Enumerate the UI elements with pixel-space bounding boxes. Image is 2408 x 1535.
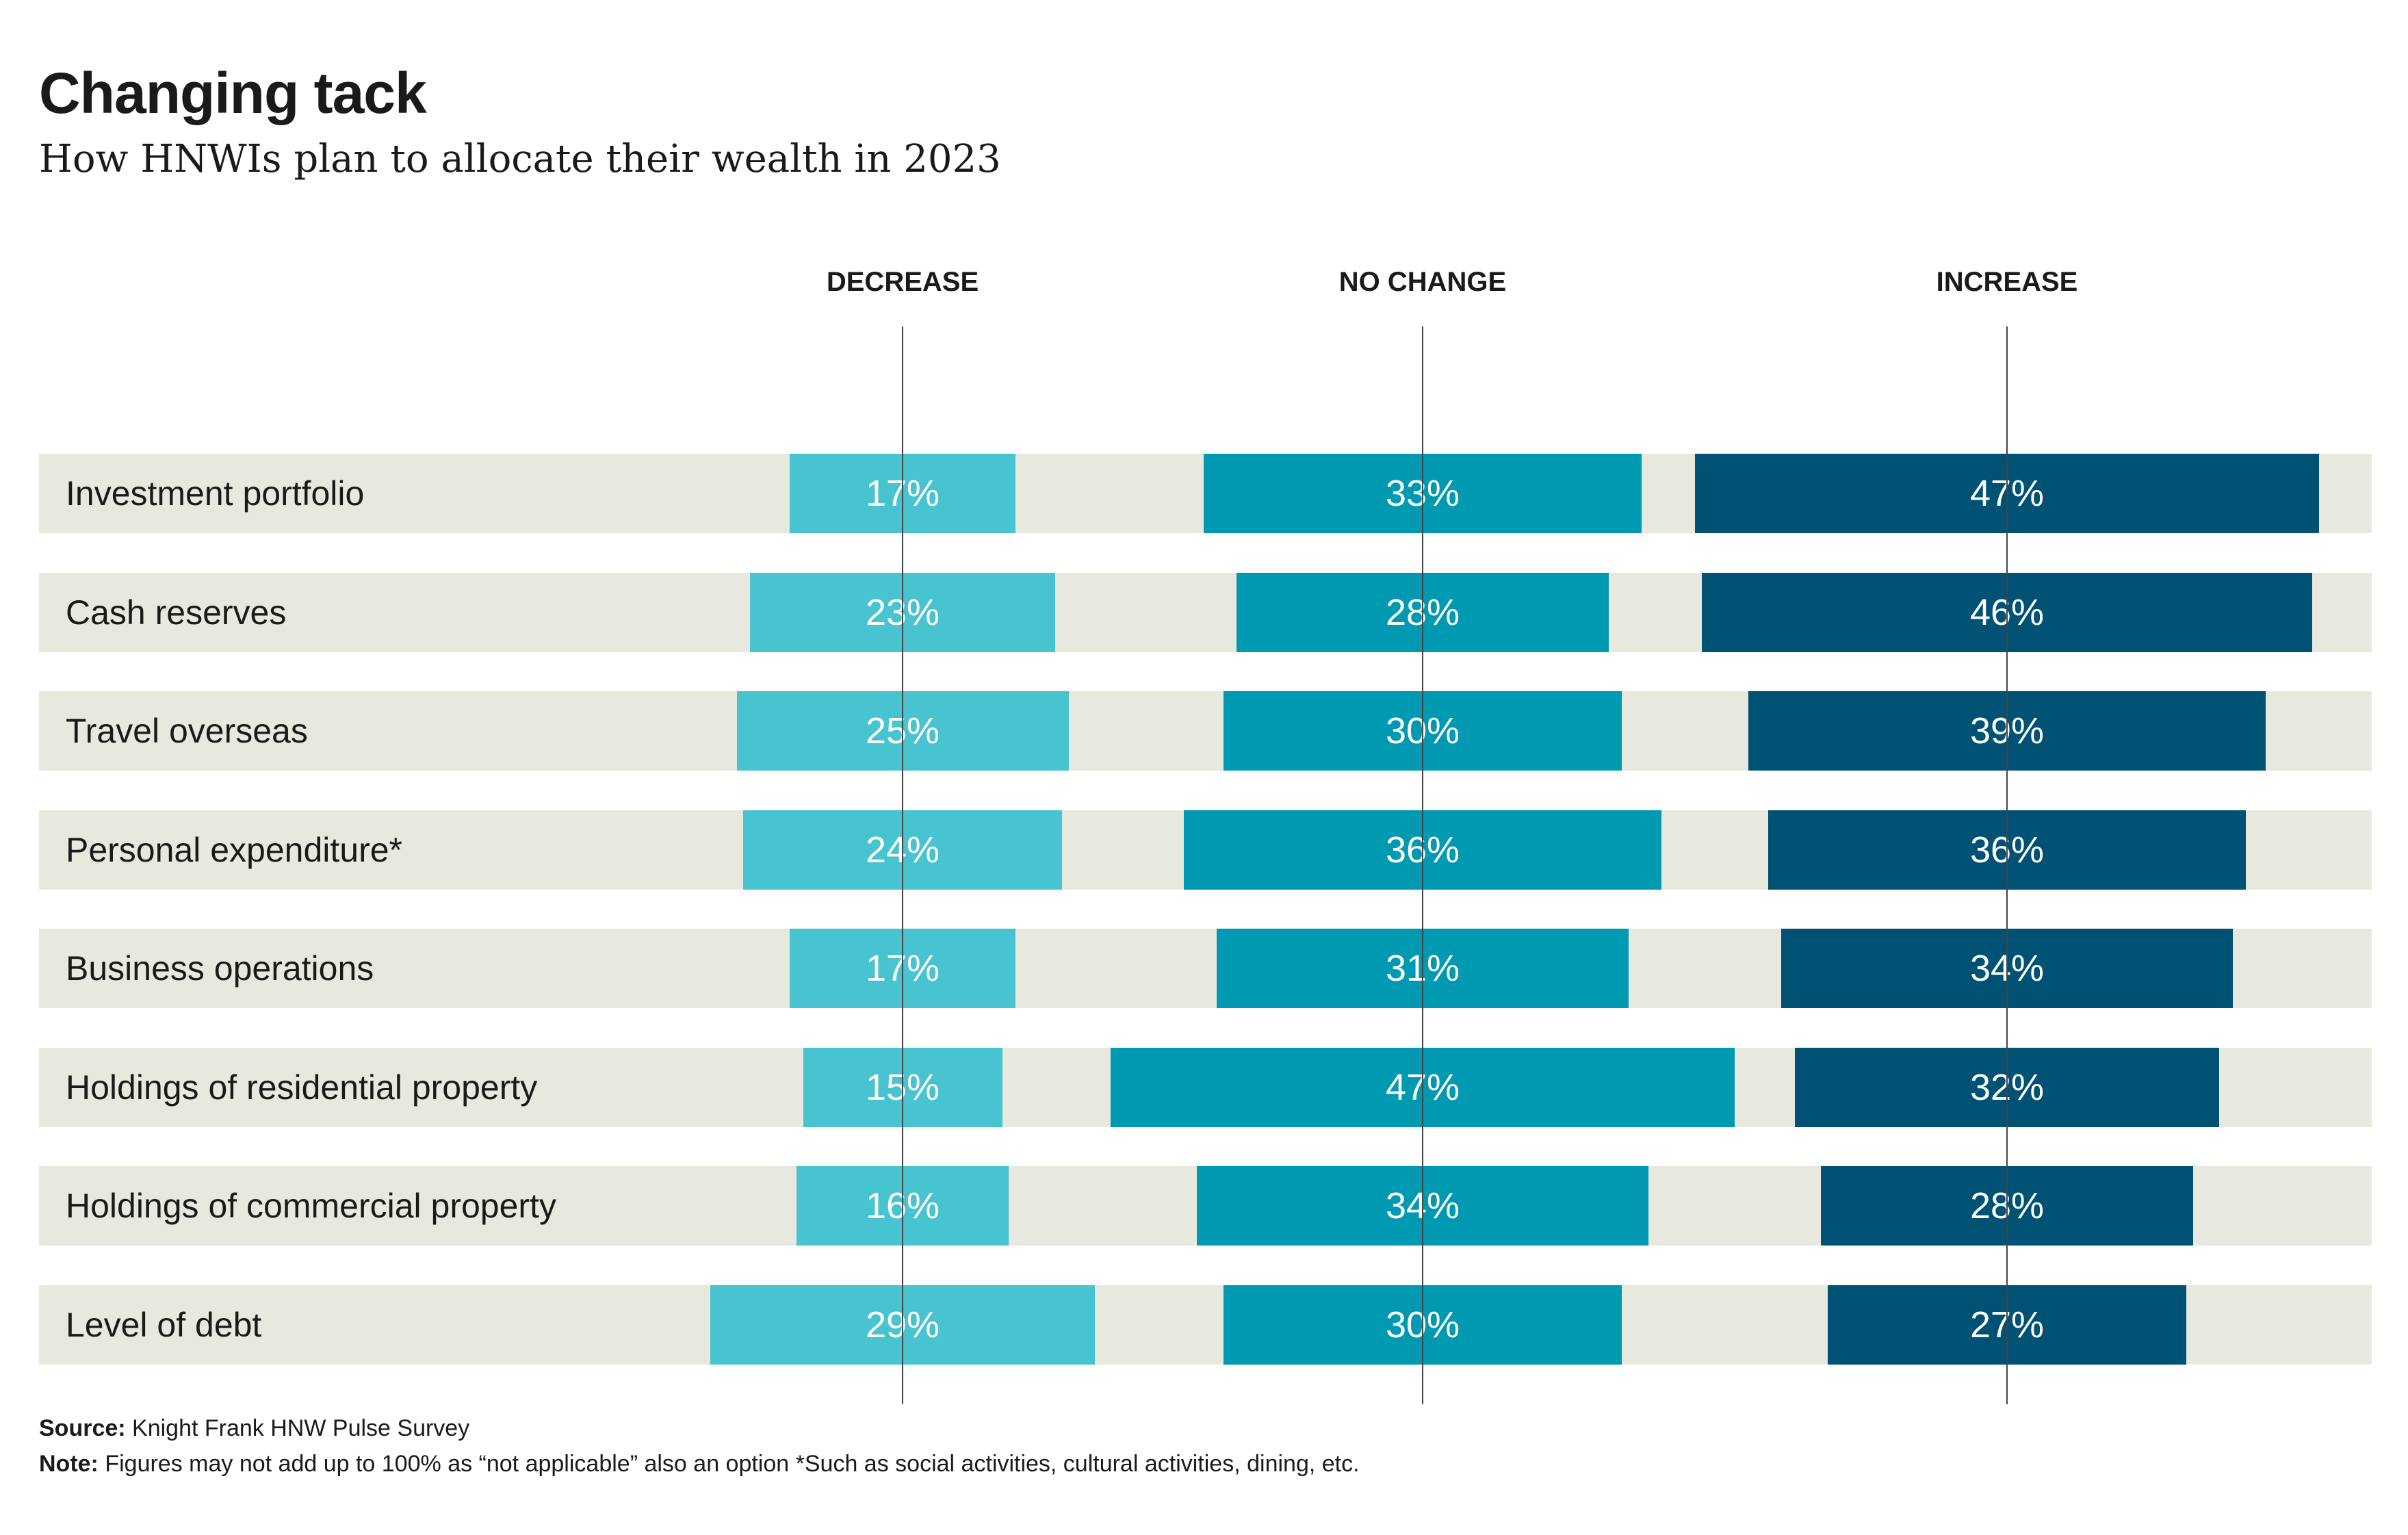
category-label: Cash reserves xyxy=(66,593,287,632)
category-label: Travel overseas xyxy=(66,712,308,750)
category-label: Business operations xyxy=(66,949,374,988)
category-label: Personal expenditure* xyxy=(66,830,402,869)
footnote: Note: Figures may not add up to 100% as … xyxy=(39,1451,1360,1478)
category-label: Level of debt xyxy=(66,1305,262,1344)
column-header-no-change: NO CHANGE xyxy=(1338,267,1507,297)
center-axis-line xyxy=(1422,326,1423,1404)
source-text: Knight Frank HNW Pulse Survey xyxy=(125,1415,470,1441)
chart-title: Changing tack xyxy=(39,61,427,125)
chart-subtitle: How HNWIs plan to allocate their wealth … xyxy=(39,137,1001,181)
source-label: Source: xyxy=(39,1415,126,1441)
category-label: Holdings of residential property xyxy=(66,1068,538,1107)
source-note: Source: Knight Frank HNW Pulse Survey xyxy=(39,1415,469,1442)
category-label: Investment portfolio xyxy=(66,474,365,513)
column-header-decrease: DECREASE xyxy=(826,267,979,297)
column-header-increase: INCREASE xyxy=(1936,267,2078,297)
center-axis-line xyxy=(902,326,903,1404)
center-axis-line xyxy=(2006,326,2008,1404)
category-label: Holdings of commercial property xyxy=(66,1187,556,1225)
note-text: Figures may not add up to 100% as “not a… xyxy=(98,1451,1360,1477)
note-label: Note: xyxy=(39,1451,99,1477)
